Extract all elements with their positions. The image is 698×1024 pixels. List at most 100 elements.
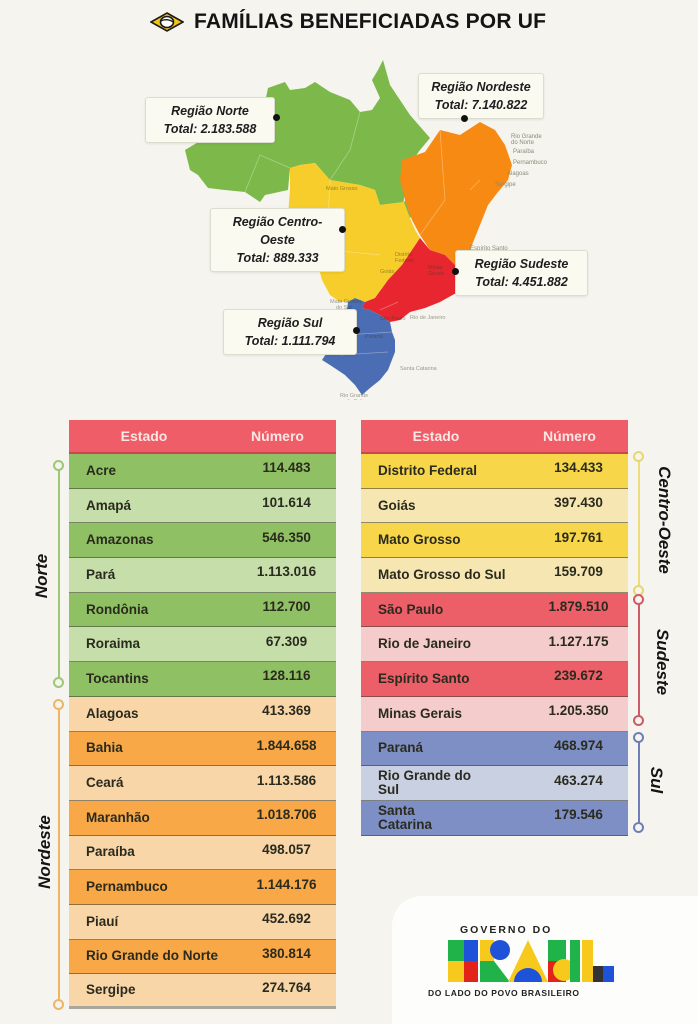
svg-text:Rio Grande: Rio Grande [340, 393, 368, 399]
cell-numero: 1.018.706 [256, 807, 317, 823]
callout-total: Total: 7.140.822 [434, 98, 528, 112]
logo-card [392, 896, 698, 1024]
callout-centro-oeste: Região Centro-Oeste Total: 889.333 [210, 208, 346, 272]
bracket-nordeste [58, 705, 60, 1005]
callout-region-label: Região Sudeste [474, 257, 569, 271]
svg-text:Goiás: Goiás [380, 269, 395, 275]
cell-numero: 380.814 [262, 945, 311, 961]
callout-region-label: Região Nordeste [431, 80, 531, 94]
table-row: Paraíba 498.057 [69, 835, 336, 871]
cell-estado: Acre [86, 462, 117, 478]
table-row: Acre 114.483 [69, 454, 336, 489]
callout-total: Total: 889.333 [236, 251, 319, 265]
bracket-sul [638, 738, 640, 828]
cell-estado: Rondônia [86, 601, 149, 617]
table-row: Roraima 67.309 [69, 627, 336, 663]
table-row: Mato Grosso do Sul 159.709 [361, 558, 628, 593]
svg-text:do Sul: do Sul [346, 399, 362, 400]
bracket-centro-oeste [638, 457, 640, 597]
bracket-ring [633, 822, 644, 833]
table-row: Piauí 452.692 [69, 904, 336, 940]
header-estado: Estado [120, 428, 168, 444]
region-label-norte: Norte [32, 553, 51, 599]
table-row: Goiás 397.430 [361, 488, 628, 524]
bracket-sudeste [638, 600, 640, 720]
callout-norte: Região Norte Total: 2.183.588 [145, 97, 280, 143]
logo-top-text: GOVERNO DO [460, 924, 553, 936]
cell-estado: Amapá [86, 497, 132, 513]
svg-text:Espírito Santo: Espírito Santo [470, 246, 508, 252]
brazil-flag-diamond-icon [150, 12, 184, 32]
svg-text:Mato Grosso: Mato Grosso [330, 299, 361, 305]
table-row: Mato Grosso 197.761 [361, 523, 628, 559]
cell-numero: 101.614 [262, 495, 311, 511]
svg-text:Sergipe: Sergipe [495, 182, 516, 188]
brazil-region-map: Mato Grosso Distrito Federal Goiás Mato … [0, 40, 698, 405]
cell-numero: 1.205.350 [548, 703, 609, 719]
map-region-sul [322, 298, 395, 395]
cell-numero: 159.709 [554, 564, 603, 580]
marker-dot [461, 115, 468, 122]
svg-text:Gerais: Gerais [428, 271, 444, 277]
table-row: São Paulo 1.879.510 [361, 592, 628, 628]
cell-numero: 546.350 [262, 529, 311, 545]
svg-text:Paraná: Paraná [365, 334, 384, 340]
cell-numero: 197.761 [554, 529, 603, 545]
svg-text:Pernambuco: Pernambuco [513, 160, 548, 166]
cell-numero: 1.844.658 [256, 737, 317, 753]
cell-numero: 1.879.510 [548, 599, 609, 615]
marker-dot [353, 327, 360, 334]
svg-text:Alagoas: Alagoas [507, 171, 529, 177]
brasil-logo-icon [448, 940, 614, 982]
cell-numero: 179.546 [554, 807, 603, 823]
cell-numero: 397.430 [554, 495, 603, 511]
cell-estado: Mato Grosso do Sul [378, 566, 506, 582]
cell-estado: Sergipe [86, 982, 136, 998]
callout-total: Total: 4.451.882 [475, 275, 568, 289]
table-row: Paraná 468.974 [361, 731, 628, 767]
svg-text:do Sul: do Sul [336, 305, 352, 311]
header-numero: Número [251, 428, 304, 444]
table-row: Pará 1.113.016 [69, 558, 336, 593]
cell-estado: Pará [86, 566, 116, 582]
header-estado: Estado [412, 428, 460, 444]
bracket-ring [53, 460, 64, 471]
cell-estado: Rio Grande do Sul [378, 768, 472, 798]
svg-text:Rio Grande: Rio Grande [511, 134, 542, 140]
svg-text:Paraíba: Paraíba [513, 149, 535, 155]
bracket-ring [633, 451, 644, 462]
table-row: Ceará 1.113.586 [69, 766, 336, 801]
cell-estado: Tocantins [86, 670, 149, 686]
callout-region-label: Região Sul [257, 316, 323, 330]
bracket-ring [633, 732, 644, 743]
callout-total: Total: 1.111.794 [244, 334, 336, 348]
table-row: Santa Catarina 179.546 [361, 800, 628, 836]
marker-dot [339, 226, 346, 233]
bracket-ring [53, 999, 64, 1010]
callout-nordeste: Região Nordeste Total: 7.140.822 [418, 73, 544, 122]
cell-estado: Espírito Santo [378, 670, 470, 686]
callout-region-label: Região Centro-Oeste [232, 215, 323, 247]
cell-estado: Ceará [86, 775, 124, 791]
table-row: Rondônia 112.700 [69, 592, 336, 628]
cell-numero: 498.057 [262, 841, 311, 857]
bracket-ring [633, 715, 644, 726]
cell-numero: 112.700 [262, 599, 311, 615]
table-row: Rio Grande do Norte 380.814 [69, 939, 336, 975]
table-row: Sergipe 274.764 [69, 974, 336, 1009]
header-numero: Número [543, 428, 596, 444]
bracket-norte [58, 466, 60, 683]
svg-text:Federal: Federal [395, 258, 414, 264]
table-row: Amazonas 546.350 [69, 523, 336, 559]
cell-estado: Paraná [378, 740, 424, 756]
table-row: Pernambuco 1.144.176 [69, 870, 336, 905]
table-row: Rio de Janeiro 1.127.175 [361, 627, 628, 663]
cell-estado: Roraima [86, 636, 141, 652]
cell-numero: 128.116 [262, 668, 311, 684]
cell-estado: Rio Grande do Norte [86, 948, 219, 964]
svg-text:Minas: Minas [428, 265, 443, 271]
svg-text:Santa Catarina: Santa Catarina [400, 366, 438, 372]
table-header: Estado Número [361, 420, 628, 454]
cell-estado: Pernambuco [86, 879, 168, 895]
marker-dot [273, 114, 280, 121]
